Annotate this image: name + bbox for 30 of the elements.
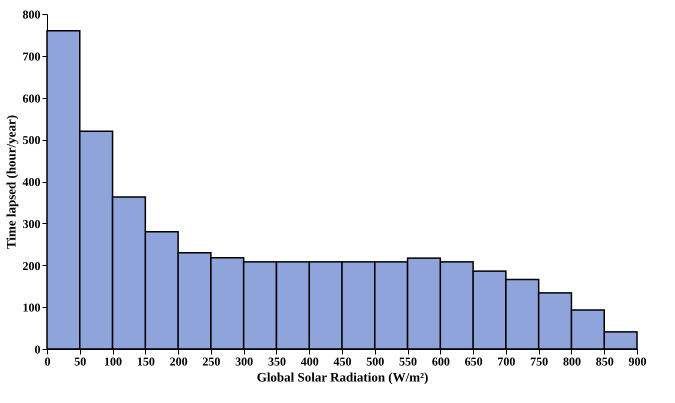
x-tick-label: 800 [562,354,581,368]
y-tick-label: 700 [22,49,40,64]
y-tick-label: 0 [34,342,40,356]
x-tick-label: 900 [628,354,646,368]
x-tick-label: 100 [104,354,122,368]
y-tick-label: 500 [22,133,40,148]
x-tick-label: 350 [268,354,286,368]
x-tick-label: 600 [432,354,450,368]
y-axis-title: Time lapsed (hour/year) [4,114,18,250]
y-tick-label: 300 [22,216,40,231]
x-tick-label: 700 [497,354,516,368]
x-tick-label: 200 [170,354,188,368]
x-tick-label: 850 [596,354,614,368]
x-tick-label: 50 [74,354,86,368]
y-tick-label: 800 [22,8,40,22]
x-tick-label: 300 [235,354,254,368]
x-tick-label: 750 [530,354,548,368]
y-tick-label: 100 [22,300,40,315]
x-tick-label: 0 [44,354,50,368]
x-tick-label: 550 [399,354,418,368]
x-tick-label: 150 [136,354,155,368]
y-tick-label: 200 [22,258,40,273]
x-tick-label: 450 [334,354,352,368]
x-tick-label: 400 [300,354,319,368]
x-axis-title: Global Solar Radiation (W/m²) [256,370,428,384]
x-tick-label: 650 [464,354,483,368]
y-tick-label: 600 [22,91,40,106]
y-tick-label: 400 [22,175,40,189]
x-tick-label: 500 [366,354,384,368]
x-tick-label: 250 [202,354,220,368]
